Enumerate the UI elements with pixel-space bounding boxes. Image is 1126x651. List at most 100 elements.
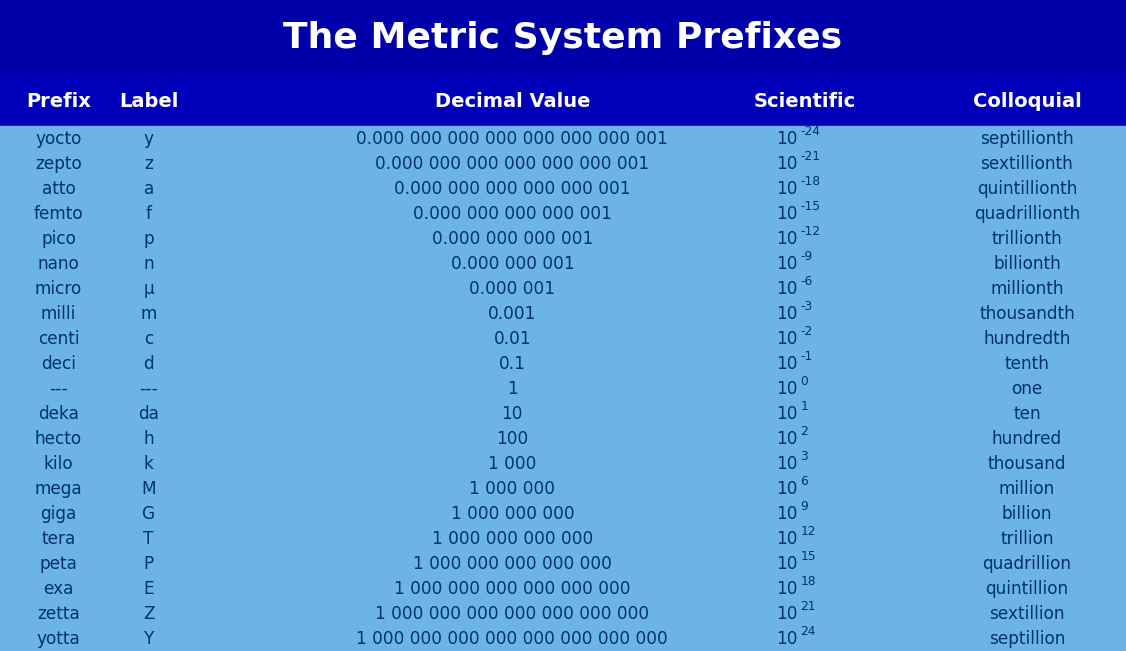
- Text: da: da: [138, 405, 159, 422]
- Text: 10: 10: [776, 355, 797, 372]
- Bar: [0, 0, 1126, 77]
- Text: 0.1: 0.1: [499, 355, 526, 372]
- Text: 15: 15: [801, 550, 816, 563]
- Text: 10: 10: [776, 380, 797, 398]
- Bar: [0, 126, 1126, 651]
- Text: Z: Z: [143, 605, 154, 622]
- Text: million: million: [999, 480, 1055, 497]
- Text: 9: 9: [801, 500, 808, 513]
- Text: 10: 10: [776, 305, 797, 323]
- Text: yotta: yotta: [37, 630, 80, 648]
- Text: μ: μ: [143, 280, 154, 298]
- Text: 1 000 000 000: 1 000 000 000: [450, 505, 574, 523]
- Text: 0.000 000 000 000 000 001: 0.000 000 000 000 000 001: [394, 180, 631, 198]
- Text: deci: deci: [41, 355, 77, 372]
- Text: c: c: [144, 329, 153, 348]
- Text: centi: centi: [38, 329, 79, 348]
- Text: Scientific: Scientific: [754, 92, 856, 111]
- Text: f: f: [145, 205, 152, 223]
- Text: 0: 0: [801, 375, 808, 388]
- Text: 3: 3: [801, 450, 808, 463]
- Text: 10: 10: [776, 555, 797, 572]
- Text: 1 000 000 000 000 000 000 000: 1 000 000 000 000 000 000 000: [375, 605, 650, 622]
- Text: nano: nano: [37, 255, 80, 273]
- Text: 0.000 000 000 000 000 000 000 001: 0.000 000 000 000 000 000 000 001: [357, 130, 668, 148]
- Text: n: n: [143, 255, 154, 273]
- Text: ---: ---: [140, 380, 158, 398]
- Text: Label: Label: [119, 92, 178, 111]
- Text: milli: milli: [41, 305, 77, 323]
- Text: thousandth: thousandth: [978, 305, 1075, 323]
- Text: sextillion: sextillion: [989, 605, 1065, 622]
- Text: 21: 21: [801, 600, 816, 613]
- Text: 18: 18: [801, 575, 816, 588]
- Text: 10: 10: [776, 405, 797, 422]
- Text: -15: -15: [801, 201, 821, 214]
- Text: pico: pico: [42, 230, 75, 248]
- Text: 0.001: 0.001: [489, 305, 536, 323]
- Text: Decimal Value: Decimal Value: [435, 92, 590, 111]
- Text: -6: -6: [801, 275, 813, 288]
- Text: -3: -3: [801, 300, 813, 313]
- Text: yocto: yocto: [35, 130, 82, 148]
- Text: 100: 100: [497, 430, 528, 448]
- Text: micro: micro: [35, 280, 82, 298]
- Text: 1 000 000 000 000 000 000 000 000: 1 000 000 000 000 000 000 000 000: [357, 630, 668, 648]
- Text: quadrillionth: quadrillionth: [974, 205, 1080, 223]
- Text: M: M: [142, 480, 155, 497]
- Text: E: E: [143, 579, 154, 598]
- Text: peta: peta: [39, 555, 78, 572]
- Text: 10: 10: [776, 180, 797, 198]
- Text: 1 000 000 000 000 000 000: 1 000 000 000 000 000 000: [394, 579, 631, 598]
- Text: y: y: [144, 130, 153, 148]
- Text: quadrillion: quadrillion: [982, 555, 1072, 572]
- Text: -1: -1: [801, 350, 813, 363]
- Text: 10: 10: [501, 405, 524, 422]
- Text: m: m: [141, 305, 157, 323]
- Text: giga: giga: [41, 505, 77, 523]
- Text: 6: 6: [801, 475, 808, 488]
- Text: deka: deka: [38, 405, 79, 422]
- Text: -18: -18: [801, 175, 821, 188]
- Text: 1 000 000 000 000: 1 000 000 000 000: [431, 529, 593, 547]
- Text: quintillionth: quintillionth: [976, 180, 1078, 198]
- Text: -24: -24: [801, 125, 821, 138]
- Text: p: p: [143, 230, 154, 248]
- Text: Colloquial: Colloquial: [973, 92, 1081, 111]
- Text: ---: ---: [50, 380, 68, 398]
- Text: 0.000 000 000 000 000 000 001: 0.000 000 000 000 000 000 001: [375, 155, 650, 173]
- Text: 1 000: 1 000: [489, 454, 536, 473]
- Text: -9: -9: [801, 250, 813, 263]
- Text: quintillion: quintillion: [985, 579, 1069, 598]
- Text: G: G: [142, 505, 155, 523]
- Text: 1: 1: [507, 380, 518, 398]
- Text: 10: 10: [776, 155, 797, 173]
- Text: 0.01: 0.01: [493, 329, 531, 348]
- Text: trillion: trillion: [1000, 529, 1054, 547]
- Text: -21: -21: [801, 150, 821, 163]
- Text: 1: 1: [801, 400, 808, 413]
- Text: 10: 10: [776, 329, 797, 348]
- Text: mega: mega: [35, 480, 82, 497]
- Text: 0.000 000 000 001: 0.000 000 000 001: [431, 230, 593, 248]
- Text: ten: ten: [1013, 405, 1040, 422]
- Text: 10: 10: [776, 430, 797, 448]
- Text: thousand: thousand: [988, 454, 1066, 473]
- Text: 1 000 000 000 000 000: 1 000 000 000 000 000: [413, 555, 611, 572]
- Text: billionth: billionth: [993, 255, 1061, 273]
- Text: millionth: millionth: [990, 280, 1064, 298]
- Text: septillion: septillion: [989, 630, 1065, 648]
- Text: 10: 10: [776, 529, 797, 547]
- Text: hundredth: hundredth: [983, 329, 1071, 348]
- Text: -2: -2: [801, 326, 813, 338]
- Text: tenth: tenth: [1004, 355, 1049, 372]
- Text: -12: -12: [801, 225, 821, 238]
- Text: tera: tera: [42, 529, 75, 547]
- Text: The Metric System Prefixes: The Metric System Prefixes: [284, 21, 842, 55]
- Text: femto: femto: [34, 205, 83, 223]
- Text: T: T: [143, 529, 154, 547]
- Text: a: a: [143, 180, 154, 198]
- Text: z: z: [144, 155, 153, 173]
- Text: 0.000 001: 0.000 001: [470, 280, 555, 298]
- Text: 10: 10: [776, 630, 797, 648]
